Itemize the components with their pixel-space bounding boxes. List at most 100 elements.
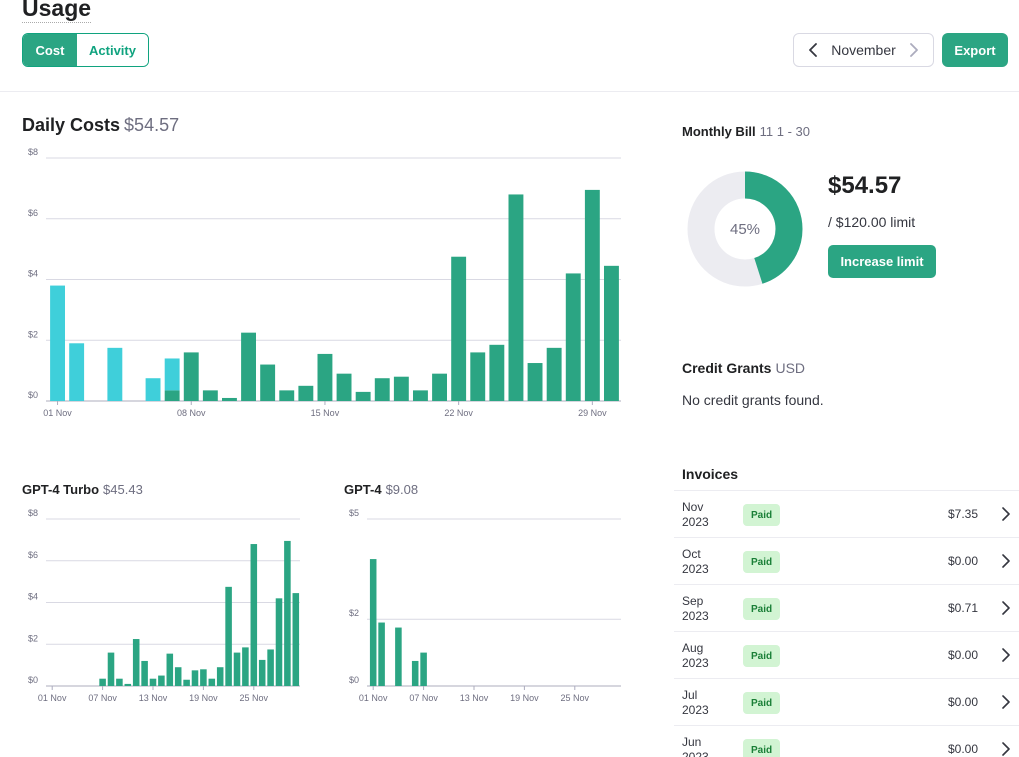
bar[interactable] (527, 363, 543, 401)
x-tick-label: 01 Nov (43, 408, 72, 418)
bar[interactable] (369, 559, 377, 686)
chevron-right-icon[interactable] (999, 695, 1013, 709)
invoice-month: Nov (682, 500, 704, 514)
bar[interactable] (336, 373, 352, 401)
bar[interactable] (584, 189, 600, 401)
bar[interactable] (116, 678, 123, 686)
bar[interactable] (451, 256, 467, 401)
chevron-right-icon[interactable] (999, 742, 1013, 756)
status-badge: Paid (743, 504, 781, 526)
tab-cost[interactable]: Cost (23, 34, 77, 66)
x-tick-label: 19 Nov (189, 693, 218, 703)
bar[interactable] (355, 391, 371, 401)
bar[interactable] (420, 652, 427, 686)
gpt4-label: GPT-4 (344, 482, 382, 497)
bar[interactable] (508, 194, 524, 401)
invoice-row[interactable]: Jun 2023 Paid $0.00 (674, 725, 1019, 757)
invoice-row[interactable]: Aug 2023 Paid $0.00 (674, 631, 1019, 678)
status-badge: Paid (743, 692, 781, 714)
chevron-right-icon[interactable] (999, 601, 1013, 615)
bar[interactable] (158, 675, 165, 686)
bar[interactable] (298, 385, 314, 401)
y-tick-label: $8 (28, 147, 38, 157)
bar[interactable] (258, 659, 266, 686)
invoice-row[interactable]: Jul 2023 Paid $0.00 (674, 678, 1019, 725)
bar[interactable] (565, 273, 581, 401)
bar[interactable] (225, 586, 232, 686)
bar[interactable] (260, 364, 276, 401)
bar[interactable] (208, 678, 216, 686)
invoice-row[interactable]: Oct 2023 Paid $0.00 (674, 537, 1019, 584)
bar[interactable] (164, 390, 180, 401)
invoice-date: Nov 2023 (682, 500, 732, 530)
invoice-year: 2023 (682, 703, 709, 717)
bar[interactable] (279, 390, 295, 401)
bar[interactable] (284, 540, 291, 686)
invoice-year: 2023 (682, 609, 709, 623)
bar[interactable] (242, 647, 249, 686)
tab-activity[interactable]: Activity (77, 34, 148, 66)
next-month-button[interactable] (907, 43, 921, 57)
x-tick-label: 07 Nov (409, 693, 438, 703)
bar[interactable] (374, 378, 390, 401)
bar[interactable] (183, 679, 190, 686)
bar[interactable] (241, 332, 256, 401)
month-selector: November (793, 33, 934, 67)
monthly-bill-donut: 45% (687, 171, 803, 287)
bar[interactable] (145, 378, 161, 401)
bar[interactable] (222, 397, 237, 401)
x-tick-label: 25 Nov (561, 693, 590, 703)
increase-limit-button[interactable]: Increase limit (828, 245, 936, 278)
invoice-date: Aug 2023 (682, 641, 732, 671)
bar[interactable] (317, 353, 333, 401)
bar[interactable] (141, 660, 148, 686)
bar[interactable] (50, 285, 65, 401)
x-tick-label: 13 Nov (139, 693, 168, 703)
bar[interactable] (124, 683, 132, 686)
bar[interactable] (132, 639, 140, 686)
bar[interactable] (546, 347, 562, 401)
bar[interactable] (292, 593, 300, 686)
bar[interactable] (149, 678, 157, 686)
invoice-month: Oct (682, 547, 701, 561)
y-tick-label: $0 (28, 675, 38, 685)
bar[interactable] (69, 343, 85, 401)
bar[interactable] (413, 390, 428, 401)
bar[interactable] (164, 358, 180, 391)
credit-grants-unit: USD (775, 360, 806, 376)
bar[interactable] (432, 373, 447, 401)
bar[interactable] (166, 653, 174, 686)
bar[interactable] (99, 678, 106, 686)
bar[interactable] (233, 652, 241, 686)
chevron-right-icon[interactable] (999, 507, 1013, 521)
gpt4-heading: GPT-4 $9.08 (344, 482, 418, 497)
bar[interactable] (202, 390, 218, 401)
y-tick-label: $2 (349, 608, 359, 618)
bar[interactable] (216, 667, 224, 686)
bar[interactable] (604, 265, 619, 401)
bar[interactable] (470, 352, 486, 401)
bar[interactable] (411, 660, 419, 686)
export-button[interactable]: Export (942, 33, 1008, 67)
bar[interactable] (489, 344, 505, 401)
bar[interactable] (183, 352, 199, 401)
invoice-amount: $0.00 (947, 695, 978, 709)
bar[interactable] (107, 347, 123, 401)
bar[interactable] (395, 627, 402, 686)
bar[interactable] (275, 598, 283, 686)
bar[interactable] (250, 544, 258, 686)
bar[interactable] (267, 649, 274, 686)
bar[interactable] (174, 667, 182, 686)
invoice-row[interactable]: Nov 2023 Paid $7.35 (674, 490, 1019, 537)
bar[interactable] (200, 669, 207, 686)
chevron-right-icon[interactable] (999, 554, 1013, 568)
bar[interactable] (378, 622, 385, 686)
bar[interactable] (393, 376, 409, 401)
bar[interactable] (191, 670, 199, 686)
bar[interactable] (107, 652, 115, 686)
invoice-row[interactable]: Sep 2023 Paid $0.71 (674, 584, 1019, 631)
previous-month-button[interactable] (806, 43, 820, 57)
chevron-right-icon[interactable] (999, 648, 1013, 662)
invoice-date: Jun 2023 (682, 735, 732, 757)
